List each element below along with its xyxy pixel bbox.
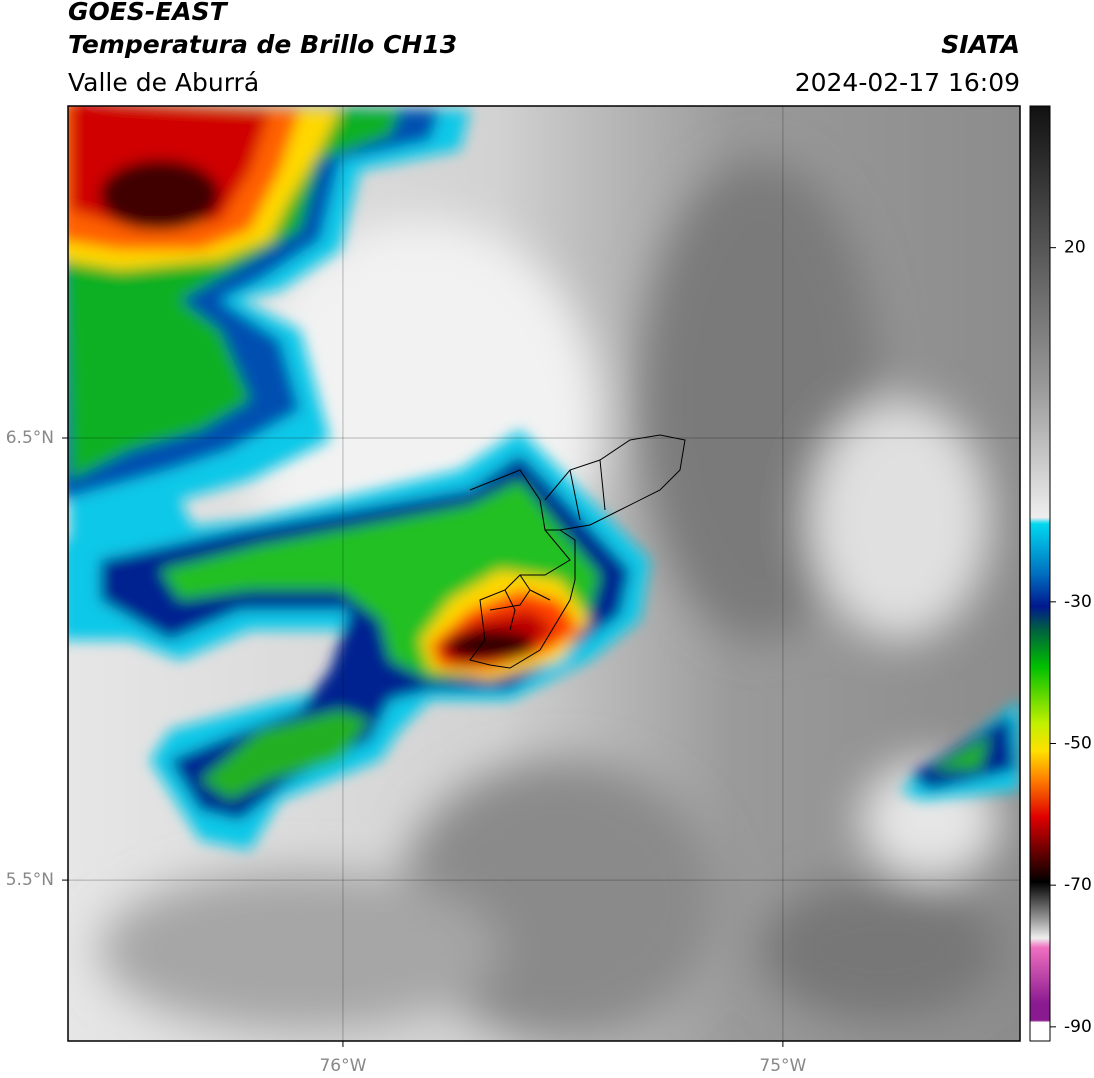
title: GOES-EAST: [68, 0, 229, 26]
municipality-borders: [469, 434, 686, 669]
colorbar-tick-label: -90: [1064, 1017, 1092, 1037]
x-tick-label: 76°W: [319, 1056, 366, 1076]
subtitle: Temperatura de Brillo CH13: [68, 30, 457, 59]
satellite-image: [68, 106, 1020, 1041]
x-tick-label: 75°W: [759, 1056, 806, 1076]
datetime: 2024-02-17 16:09: [795, 68, 1020, 97]
colorbar: [1029, 105, 1051, 1042]
colorbar-tick-label: -30: [1064, 592, 1092, 612]
y-tick-label: 6.5°N: [6, 428, 54, 448]
region: Valle de Aburrá: [68, 68, 259, 97]
colorbar-tick-label: -50: [1064, 734, 1092, 754]
source: SIATA: [941, 30, 1020, 59]
map-frame: [67, 105, 1021, 1042]
y-tick-label: 5.5°N: [6, 870, 54, 890]
colorbar-tick-label: 20: [1064, 238, 1086, 258]
colorbar-tick-label: -70: [1064, 875, 1092, 895]
